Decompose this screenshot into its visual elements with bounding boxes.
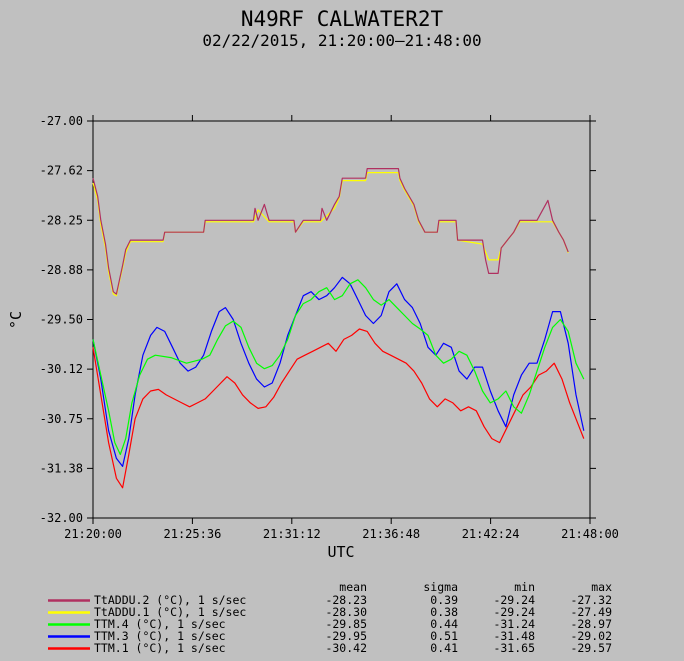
legend-stat-mean: -28.30 — [325, 605, 367, 619]
series-layer — [92, 168, 585, 489]
y-axis-label: °C — [7, 311, 25, 329]
legend-series-name: TtADDU.1 (°C), 1 s/sec — [94, 605, 246, 619]
x-tick-label: 21:25:36 — [164, 527, 222, 541]
y-tick-label: -29.50 — [40, 313, 83, 327]
legend-stat-sigma: 0.41 — [430, 641, 458, 655]
legend-stat-max: -28.97 — [570, 617, 612, 631]
legend-stat-min: -31.24 — [493, 617, 535, 631]
legend-stat-sigma: 0.38 — [430, 605, 458, 619]
y-tick-label: -31.38 — [40, 461, 83, 475]
legend-stat-max: -29.02 — [570, 629, 612, 643]
legend-stat-max: -27.49 — [570, 605, 612, 619]
series-line-3 — [92, 279, 585, 456]
x-tick-label: 21:31:12 — [263, 527, 321, 541]
legend-stat-min: -29.24 — [493, 605, 535, 619]
legend-stat-mean: -29.85 — [325, 617, 367, 631]
x-axis: 21:20:00 21:25:36 21:31:12 21:36:48 21:42:24… — [64, 115, 619, 541]
legend-stat-max: -27.32 — [570, 593, 612, 607]
y-tick-label: -27.00 — [40, 114, 83, 128]
legend-header-mean: mean — [339, 580, 367, 594]
legend-stat-mean: -30.42 — [325, 641, 367, 655]
legend-stat-sigma: 0.51 — [430, 629, 458, 643]
chart-subtitle: 02/22/2015, 21:20:00–21:48:00 — [202, 31, 481, 50]
legend-series-name: TTM.1 (°C), 1 s/sec — [94, 641, 226, 655]
y-tick-label: -28.25 — [40, 213, 83, 227]
legend-stat-sigma: 0.39 — [430, 593, 458, 607]
legend-header-min: min — [514, 580, 535, 594]
legend-stat-sigma: 0.44 — [430, 617, 458, 631]
legend-stat-max: -29.57 — [570, 641, 612, 655]
chart-title: N49RF CALWATER2T — [241, 7, 444, 31]
x-axis-label: UTC — [327, 543, 354, 561]
legend-stat-mean: -28.23 — [325, 593, 367, 607]
legend-header-max: max — [591, 580, 612, 594]
legend-stat-min: -29.24 — [493, 593, 535, 607]
legend-header-sigma: sigma — [423, 580, 458, 594]
x-tick-label: 21:36:48 — [362, 527, 420, 541]
legend-stat-min: -31.48 — [493, 629, 535, 643]
legend-series-name: TTM.4 (°C), 1 s/sec — [94, 617, 226, 631]
x-tick-label: 21:20:00 — [64, 527, 122, 541]
x-tick-label: 21:42:24 — [462, 527, 520, 541]
x-tick-label: 21:48:00 — [561, 527, 619, 541]
y-tick-label: -30.12 — [40, 362, 83, 376]
y-axis: -27.00 -27.62 -28.25 -28.88 -29.50 -30.12 -30.… — [40, 114, 596, 525]
legend-series-name: TTM.3 (°C), 1 s/sec — [94, 629, 226, 643]
y-tick-label: -32.00 — [40, 511, 83, 525]
y-tick-label: -30.75 — [40, 412, 83, 426]
series-line-1 — [92, 168, 569, 295]
legend-stat-mean: -29.95 — [325, 629, 367, 643]
y-tick-label: -27.62 — [40, 164, 83, 178]
legend: mean sigma min max TtADDU.2 (°C), 1 s/sec -28… — [48, 580, 612, 655]
series-line-4 — [92, 276, 585, 467]
legend-stat-min: -31.65 — [493, 641, 535, 655]
y-tick-label: -28.88 — [40, 263, 83, 277]
legend-series-name: TtADDU.2 (°C), 1 s/sec — [94, 593, 246, 607]
series-line-5 — [92, 328, 585, 489]
